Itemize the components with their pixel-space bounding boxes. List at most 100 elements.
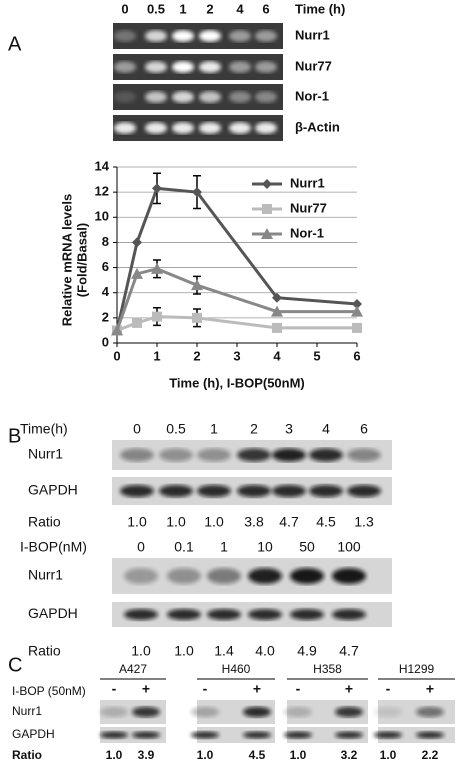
marker	[271, 305, 283, 317]
band	[167, 568, 201, 584]
marker	[351, 305, 363, 317]
lane-label: -	[296, 681, 301, 697]
treatment-label: I-BOP (50nM)	[12, 684, 86, 698]
band	[199, 122, 221, 134]
ratio-value: 1.0	[131, 643, 151, 659]
cell-line: A427	[119, 662, 147, 676]
ratio-label: Ratio	[12, 748, 42, 762]
band	[120, 484, 154, 498]
lane-label: 0.1	[174, 539, 194, 555]
band	[199, 91, 221, 103]
gene-label: Nor-1	[295, 88, 329, 103]
x-tick-label: 0	[113, 348, 120, 363]
gel	[287, 727, 368, 743]
y-tick-label: 6	[102, 259, 109, 274]
ratio-value: 1.0	[290, 748, 307, 762]
lane-label: 0	[137, 539, 145, 555]
band	[145, 30, 167, 42]
band	[197, 484, 231, 498]
lane-label: 6	[262, 1, 269, 16]
lane-label: 6	[360, 421, 368, 437]
lane-label: 1	[220, 539, 228, 555]
band	[145, 91, 167, 103]
band	[335, 706, 363, 718]
marker	[272, 322, 282, 333]
marker	[272, 292, 282, 303]
lane-label: 2	[250, 421, 258, 437]
ratio-value: 4.7	[279, 514, 299, 530]
lane-label: 1	[210, 421, 218, 437]
band	[191, 706, 219, 718]
gene-label: Nur77	[295, 58, 332, 73]
lane-label: 0.5	[166, 421, 186, 437]
band	[309, 448, 343, 462]
band	[229, 122, 251, 134]
blot-header: I-BOP(nM)	[20, 539, 87, 555]
lane-label: 50	[299, 539, 315, 555]
ratio-value: 1.3	[354, 514, 374, 530]
lane-label: 0.5	[147, 1, 165, 16]
band	[237, 484, 271, 498]
panel-label: B	[8, 425, 21, 447]
series-line	[115, 186, 358, 331]
band	[255, 91, 277, 103]
marker	[352, 299, 362, 310]
lane-label: 100	[337, 539, 361, 555]
band	[255, 30, 277, 42]
y-tick-label: 2	[102, 309, 109, 324]
lane-label: 4	[236, 1, 244, 16]
row-label: Nurr1	[12, 704, 42, 718]
gel	[113, 115, 283, 141]
marker	[131, 267, 143, 279]
band	[124, 568, 158, 584]
row-label: Nurr1	[28, 446, 63, 462]
band	[132, 731, 160, 739]
cell-line: H1299	[399, 662, 435, 676]
lane-label: 1	[179, 1, 186, 16]
y-tick-label: 14	[95, 158, 110, 173]
band	[114, 30, 136, 42]
band	[191, 731, 219, 739]
marker	[191, 279, 203, 291]
band	[229, 91, 251, 103]
x-tick-label: 2	[193, 348, 200, 363]
band	[199, 61, 221, 73]
lane-label: -	[203, 681, 208, 697]
band	[416, 731, 444, 739]
marker	[111, 324, 123, 336]
band	[114, 122, 136, 134]
band	[255, 122, 277, 134]
band	[145, 122, 167, 134]
ratio-value: 1.4	[214, 643, 234, 659]
band	[207, 568, 241, 584]
band	[207, 609, 241, 620]
x-tick-label: 5	[313, 348, 320, 363]
band	[167, 609, 201, 620]
ratio-value: 1.0	[106, 748, 123, 762]
gel	[197, 727, 275, 743]
y-tick-label: 4	[102, 284, 110, 299]
band	[309, 484, 343, 498]
y-tick-label: 10	[95, 209, 109, 224]
gene-label: Nurr1	[295, 27, 330, 42]
ratio-value: 1.0	[127, 514, 147, 530]
row-label: Nurr1	[28, 567, 63, 583]
band	[243, 731, 271, 739]
band	[172, 91, 194, 103]
marker	[132, 317, 142, 328]
marker	[192, 312, 202, 323]
band	[243, 706, 271, 718]
ratio-value: 1.0	[197, 748, 214, 762]
gel	[113, 23, 283, 49]
ratio-label: Ratio	[28, 514, 61, 530]
marker	[262, 204, 272, 214]
band	[124, 609, 158, 620]
band	[132, 706, 160, 718]
lane-label: 4	[322, 421, 330, 437]
lane-label: 10	[257, 539, 273, 555]
marker	[261, 228, 273, 239]
ratio-label: Ratio	[28, 643, 61, 659]
lane-label: +	[253, 681, 261, 697]
ratio-value: 3.9	[138, 748, 155, 762]
